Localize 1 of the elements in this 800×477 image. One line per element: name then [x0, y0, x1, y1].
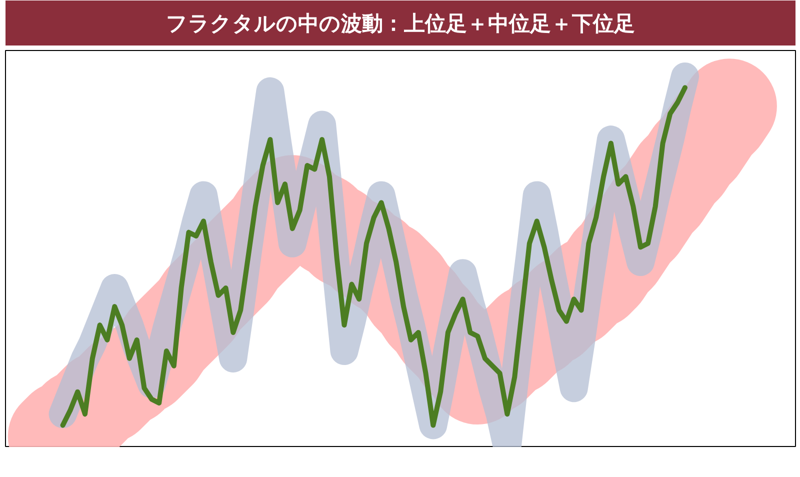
chart-title: フラクタルの中の波動：上位足＋中位足＋下位足: [166, 12, 635, 36]
